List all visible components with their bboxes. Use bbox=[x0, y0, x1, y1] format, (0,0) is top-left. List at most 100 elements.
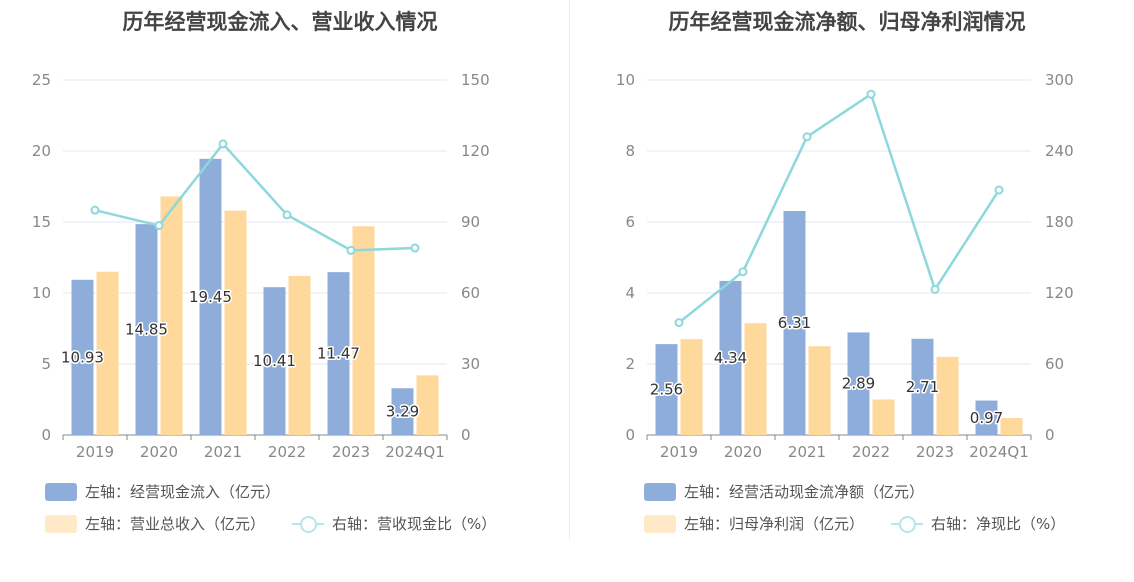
bar-primary bbox=[263, 287, 286, 435]
bar-data-label: 6.31 bbox=[778, 314, 811, 332]
chart-title: 历年经营现金流净额、归母净利润情况 bbox=[668, 10, 1026, 34]
legend-swatch-bar-orange bbox=[644, 514, 676, 533]
ratio-line-point bbox=[154, 221, 164, 231]
y-right-tick-label: 60 bbox=[461, 284, 480, 302]
bar-data-label: 2.56 bbox=[650, 381, 683, 399]
legend-label: 左轴：营业总收入（亿元） bbox=[85, 515, 266, 533]
ratio-line-point bbox=[674, 318, 684, 328]
x-tick-label: 2022 bbox=[268, 443, 306, 461]
legend-label: 右轴：营收现金比（%） bbox=[332, 515, 497, 533]
ratio-line-point bbox=[930, 284, 940, 294]
ratio-line bbox=[94, 141, 416, 252]
y-right-tick-label: 180 bbox=[1045, 213, 1074, 231]
y-right-tick-label: 30 bbox=[461, 355, 480, 373]
bar-primary bbox=[71, 279, 94, 435]
legend-swatch-bar-blue bbox=[644, 482, 676, 501]
x-tick-label: 2021 bbox=[788, 443, 826, 461]
y-left-tick-label: 0 bbox=[625, 426, 635, 444]
bar-primary bbox=[327, 272, 350, 435]
legend-label: 右轴：净现比（%） bbox=[931, 515, 1066, 533]
legend-label: 左轴：经营活动现金流净额（亿元） bbox=[684, 483, 925, 501]
legend-swatch-line-icon bbox=[891, 515, 923, 533]
legend-item-revenue[interactable]: 左轴：营业总收入（亿元） bbox=[45, 513, 265, 534]
bar-data-label: 0.97 bbox=[970, 409, 1003, 427]
x-tick-label: 2022 bbox=[852, 443, 890, 461]
y-left-tick-label: 20 bbox=[32, 142, 51, 160]
x-tick-label: 2019 bbox=[76, 443, 114, 461]
y-left-tick-label: 25 bbox=[32, 71, 51, 89]
y-left-tick-label: 8 bbox=[625, 142, 635, 160]
bar-data-label: 2.71 bbox=[906, 378, 939, 396]
legend-label: 左轴：经营现金流入（亿元） bbox=[85, 483, 281, 501]
panel-divider bbox=[569, 0, 570, 540]
bar-secondary bbox=[872, 399, 895, 435]
bar-secondary bbox=[96, 271, 119, 435]
right-chart-panel: 历年经营现金流净额、归母净利润情况 0 2 4 6 8 10 0 60 120 180 240 300… bbox=[567, 0, 1134, 582]
x-tick-label: 2023 bbox=[332, 443, 370, 461]
bar-primary bbox=[655, 344, 678, 435]
legend-swatch-bar-blue bbox=[45, 482, 77, 501]
bar-data-label: 19.45 bbox=[189, 288, 232, 306]
y-right-tick-label: 90 bbox=[461, 213, 480, 231]
bar-secondary bbox=[352, 226, 375, 435]
x-tick-label: 2024Q1 bbox=[969, 443, 1029, 461]
bar-primary bbox=[719, 280, 742, 435]
bar-primary bbox=[911, 338, 934, 435]
chart-title: 历年经营现金流入、营业收入情况 bbox=[122, 10, 438, 34]
bar-secondary bbox=[1000, 417, 1023, 435]
x-tick-label: 2024Q1 bbox=[385, 443, 445, 461]
right-chart-plot: 0 2 4 6 8 10 0 60 120 180 240 300 2019 2020 2021 2022 20… bbox=[616, 71, 1074, 461]
bar-secondary bbox=[224, 210, 247, 435]
legend-swatch-bar-orange bbox=[45, 514, 77, 533]
legend-label: 左轴：归母净利润（亿元） bbox=[684, 515, 865, 533]
ratio-line-point bbox=[802, 132, 812, 142]
legend-item-cash-ratio[interactable]: 右轴：营收现金比（%） bbox=[292, 513, 496, 534]
bar-primary bbox=[975, 400, 998, 435]
y-right-tick-label: 120 bbox=[461, 142, 490, 160]
ratio-line-point bbox=[282, 210, 292, 220]
y-right-tick-label: 300 bbox=[1045, 71, 1074, 89]
left-chart-panel: 历年经营现金流入、营业收入情况 0 5 10 15 20 25 0 30 60 90 120 150 2… bbox=[32, 10, 496, 534]
ratio-line-point bbox=[346, 245, 356, 255]
y-left-tick-label: 5 bbox=[41, 355, 51, 373]
bar-secondary bbox=[680, 339, 703, 435]
y-left-tick-label: 10 bbox=[32, 284, 51, 302]
bar-primary bbox=[199, 158, 222, 435]
ratio-line bbox=[678, 92, 1001, 324]
y-left-tick-label: 4 bbox=[625, 284, 635, 302]
ratio-line-point bbox=[90, 205, 100, 215]
y-right-tick-label: 150 bbox=[461, 71, 490, 89]
x-tick-label: 2020 bbox=[724, 443, 762, 461]
y-left-tick-label: 2 bbox=[625, 355, 635, 373]
y-left-tick-label: 10 bbox=[616, 71, 635, 89]
bar-primary bbox=[783, 210, 806, 435]
y-left-tick-label: 0 bbox=[41, 426, 51, 444]
y-right-tick-label: 0 bbox=[461, 426, 471, 444]
x-tick-label: 2019 bbox=[660, 443, 698, 461]
y-right-tick-label: 240 bbox=[1045, 142, 1074, 160]
bar-data-label: 10.93 bbox=[61, 348, 104, 366]
y-left-tick-label: 15 bbox=[32, 213, 51, 231]
bar-data-label: 14.85 bbox=[125, 321, 168, 339]
bar-data-label: 2.89 bbox=[842, 375, 875, 393]
bar-primary bbox=[391, 388, 414, 435]
bar-secondary bbox=[936, 356, 959, 435]
legend-item-net-profit[interactable]: 左轴：归母净利润（亿元） bbox=[644, 513, 864, 534]
y-right-tick-label: 60 bbox=[1045, 355, 1064, 373]
bar-secondary bbox=[288, 275, 311, 435]
ratio-line-point bbox=[866, 89, 876, 99]
bar-data-label: 3.29 bbox=[386, 403, 419, 421]
x-tick-label: 2021 bbox=[204, 443, 242, 461]
legend-item-net-cash-flow[interactable]: 左轴：经营活动现金流净额（亿元） bbox=[644, 481, 924, 502]
bar-secondary bbox=[744, 323, 767, 435]
ratio-line-point bbox=[738, 267, 748, 277]
bar-secondary bbox=[416, 375, 439, 435]
ratio-line-point bbox=[410, 243, 420, 253]
legend-item-cash-inflow[interactable]: 左轴：经营现金流入（亿元） bbox=[45, 481, 280, 502]
bar-primary bbox=[135, 224, 158, 435]
ratio-line-point bbox=[994, 185, 1004, 195]
y-left-tick-label: 6 bbox=[625, 213, 635, 231]
y-right-tick-label: 0 bbox=[1045, 426, 1055, 444]
bar-data-label: 11.47 bbox=[317, 345, 360, 363]
legend-item-net-cash-ratio[interactable]: 右轴：净现比（%） bbox=[891, 513, 1065, 534]
